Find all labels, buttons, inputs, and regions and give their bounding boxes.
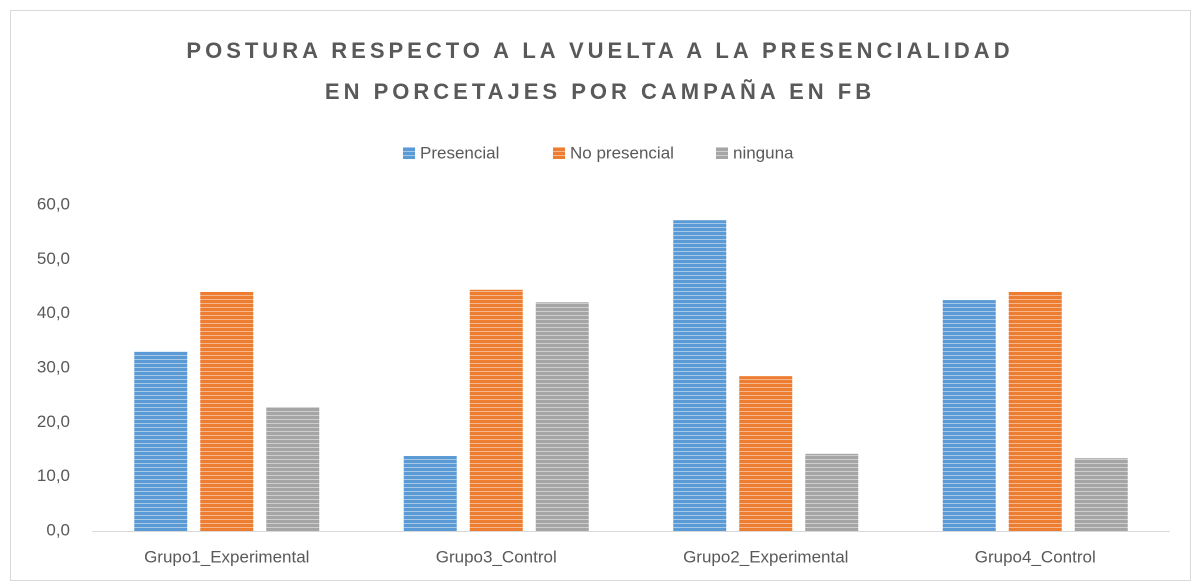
chart-title: POSTURA RESPECTO A LA VUELTA A LA PRESEN… — [186, 38, 1013, 63]
x-tick-label: Grupo3_Control — [436, 547, 557, 566]
legend-swatch — [553, 147, 565, 159]
y-tick-label: 20,0 — [37, 412, 70, 431]
legend-swatch — [403, 147, 415, 159]
bar — [1074, 458, 1128, 531]
y-tick-label: 40,0 — [37, 303, 70, 322]
legend-label: No presencial — [570, 143, 674, 162]
bar — [403, 456, 457, 531]
bar — [739, 376, 793, 531]
bar — [134, 351, 188, 531]
bar — [942, 300, 996, 531]
y-tick-label: 50,0 — [37, 249, 70, 268]
y-tick-label: 60,0 — [37, 194, 70, 213]
x-tick-label: Grupo4_Control — [975, 547, 1096, 566]
bar — [200, 291, 254, 531]
legend-label: Presencial — [420, 143, 499, 162]
bar — [673, 220, 727, 532]
legend-swatch — [716, 147, 728, 159]
y-tick-label: 10,0 — [37, 466, 70, 485]
y-tick-label: 0,0 — [46, 520, 70, 539]
chart-title: EN PORCETAJES POR CAMPAÑA EN FB — [325, 79, 875, 104]
y-tick-label: 30,0 — [37, 357, 70, 376]
x-tick-label: Grupo2_Experimental — [683, 547, 848, 566]
bar — [805, 453, 859, 531]
bar — [469, 289, 523, 531]
bar — [1008, 291, 1062, 531]
bar — [266, 407, 320, 531]
legend-label: ninguna — [733, 143, 794, 162]
bar — [535, 302, 589, 531]
x-tick-label: Grupo1_Experimental — [144, 547, 309, 566]
